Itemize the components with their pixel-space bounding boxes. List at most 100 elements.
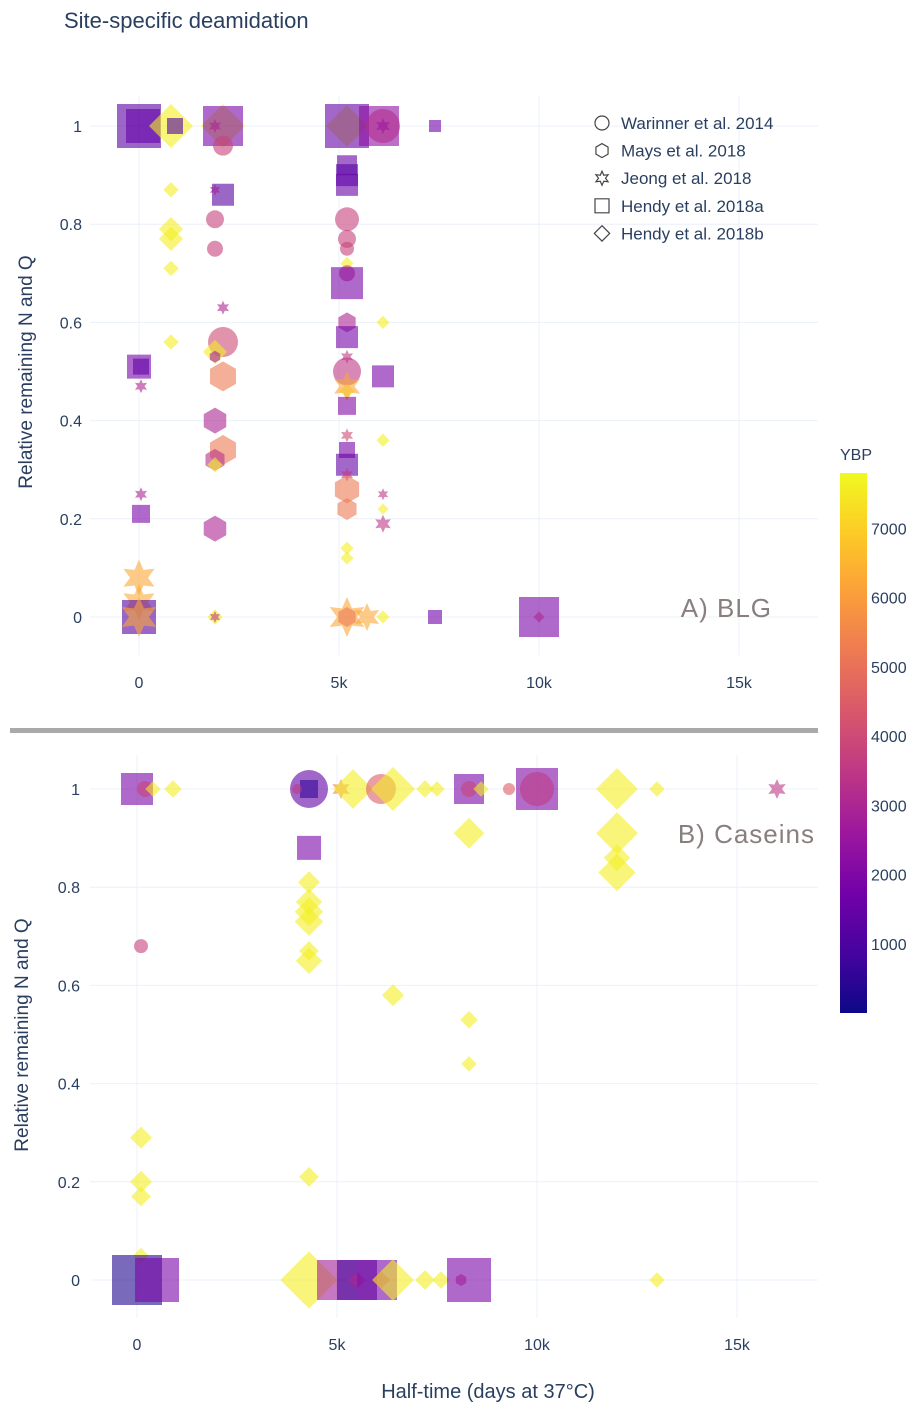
legend-symbol-diamond	[593, 224, 611, 242]
data-point-diamond	[649, 1272, 665, 1288]
colorbar-tick-label: 6000	[871, 591, 907, 608]
y-tick-label: 0.2	[60, 512, 82, 529]
data-point-diamond	[280, 1251, 338, 1309]
panel-blg-label: A) BLG	[681, 593, 772, 623]
data-point-star	[209, 183, 221, 196]
data-point-diamond	[298, 871, 320, 894]
data-point-star	[216, 300, 230, 315]
data-point-diamond	[432, 1271, 450, 1289]
colorbar-tick-label: 2000	[871, 868, 907, 885]
data-point-circle	[206, 210, 224, 229]
data-point-circle	[461, 781, 477, 797]
data-point-diamond	[299, 1166, 319, 1187]
legend-label: Hendy et al. 2018a	[621, 197, 764, 216]
data-point-square	[132, 504, 150, 523]
legend-symbol-hexagon	[595, 142, 609, 159]
legend-label: Jeong et al. 2018	[621, 169, 751, 188]
data-point-square	[331, 267, 363, 300]
legend-label: Warinner et al. 2014	[621, 114, 773, 133]
colorbar-tick-label: 3000	[871, 798, 907, 815]
data-point-diamond	[453, 817, 485, 849]
panel-caseins-label: B) Caseins	[678, 819, 815, 849]
legend-item[interactable]: Hendy et al. 2018b	[593, 224, 764, 243]
panel-caseins-marks	[112, 767, 786, 1309]
data-point-square	[297, 835, 321, 860]
data-point-square	[336, 326, 358, 349]
data-point-square	[325, 104, 369, 148]
legend-item[interactable]: Warinner et al. 2014	[594, 114, 773, 133]
data-point-diamond	[371, 767, 415, 811]
data-point-hexagon	[209, 350, 221, 363]
data-point-square	[428, 610, 442, 624]
data-point-diamond	[598, 853, 636, 892]
data-point-diamond	[130, 1126, 152, 1149]
data-point-star	[134, 487, 148, 502]
panel-blg-axes: 0 5k 10k 15k 0 0.2 0.4 0.6 0.8 1	[60, 119, 753, 692]
data-point-square	[336, 173, 358, 196]
legend-item[interactable]: Hendy et al. 2018a	[594, 197, 764, 216]
y-tick-label: 0	[73, 610, 82, 627]
colorbar-tick-label: 7000	[871, 521, 907, 538]
data-point-diamond	[333, 769, 373, 809]
data-point-square	[372, 365, 394, 388]
panel-blg: 0 5k 10k 15k 0 0.2 0.4 0.6 0.8 1 A) BLG Relative …	[16, 95, 818, 692]
colorbar-title: YBP	[840, 447, 872, 464]
data-point-square	[167, 118, 183, 134]
panel-divider	[10, 728, 818, 733]
data-point-square	[135, 1258, 179, 1302]
data-point-star	[376, 118, 390, 134]
data-point-star	[334, 371, 360, 402]
data-point-hexagon	[203, 515, 227, 542]
data-point-diamond	[130, 1170, 152, 1193]
y-tick-label: 1	[73, 119, 82, 136]
data-point-diamond	[376, 433, 390, 447]
data-point-hexagon	[338, 607, 356, 627]
legend-item[interactable]: Mays et al. 2018	[595, 142, 746, 161]
data-point-hexagon	[210, 361, 236, 392]
data-point-diamond	[340, 551, 354, 565]
y-tick-label: 0.4	[60, 414, 82, 431]
data-point-star	[121, 597, 157, 637]
x-tick-label: 5k	[331, 675, 349, 692]
data-point-circle	[335, 207, 359, 232]
data-point-circle	[213, 135, 233, 156]
data-point-hexagon	[203, 407, 227, 434]
data-point-diamond	[131, 1186, 151, 1207]
panel-caseins-axes: 0 5k 10k 15k 0 0.2 0.4 0.6 0.8 1	[58, 782, 751, 1354]
legend-item[interactable]: Jeong et al. 2018	[594, 169, 752, 188]
panel-caseins-y-axis-label: Relative remaining N and Q	[12, 918, 33, 1151]
data-point-circle	[520, 772, 554, 806]
panel-blg-marks	[117, 104, 559, 637]
data-point-diamond	[596, 768, 638, 810]
data-point-star	[340, 428, 354, 443]
data-point-star	[375, 514, 391, 533]
data-point-diamond	[382, 984, 404, 1007]
colorbar-tick-label: 4000	[871, 729, 907, 746]
panel-caseins: 0 5k 10k 15k 0 0.2 0.4 0.6 0.8 1 B) Caseins Relat…	[12, 755, 818, 1354]
data-point-hexagon	[334, 475, 360, 504]
x-tick-label: 10k	[526, 675, 553, 692]
data-point-square	[300, 780, 318, 798]
legend-symbol-star	[594, 169, 610, 187]
chart-title: Site-specific deamidation	[64, 8, 309, 33]
x-tick-label: 10k	[524, 1337, 551, 1354]
x-tick-label: 0	[133, 1337, 142, 1354]
data-point-diamond	[145, 781, 161, 797]
data-point-diamond	[207, 457, 223, 473]
data-point-diamond	[460, 1010, 478, 1029]
data-point-diamond	[163, 260, 179, 277]
data-point-circle	[207, 240, 223, 257]
colorbar-tick-label: 5000	[871, 660, 907, 677]
data-point-diamond	[340, 541, 354, 555]
data-point-circle	[340, 241, 354, 256]
y-tick-label: 0	[71, 1273, 80, 1290]
x-tick-label: 5k	[329, 1337, 347, 1354]
legend-label: Mays et al. 2018	[621, 142, 746, 161]
legend-label: Hendy et al. 2018b	[621, 224, 764, 243]
data-point-diamond	[376, 315, 390, 329]
data-point-diamond	[416, 780, 434, 798]
y-tick-label: 0.6	[58, 978, 80, 995]
y-tick-label: 1	[71, 782, 80, 799]
colorbar-gradient	[840, 473, 867, 1013]
